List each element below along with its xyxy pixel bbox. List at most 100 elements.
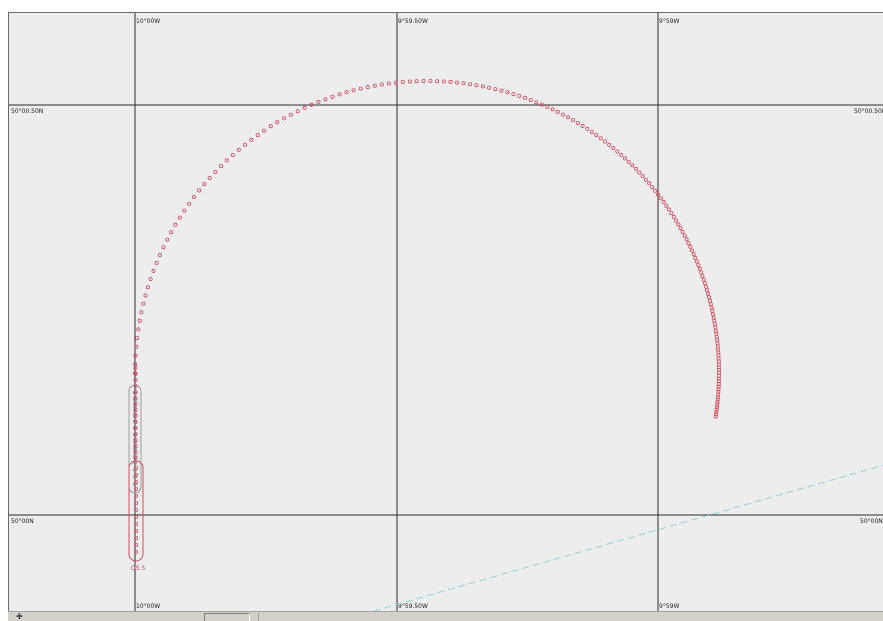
- own-ship-outline[interactable]: [128, 460, 144, 562]
- lat-label-left-50-00n: 50°00N: [11, 518, 34, 525]
- track-point: [455, 80, 460, 85]
- track-point: [197, 188, 202, 193]
- track-point: [690, 248, 695, 253]
- lon-label-bottom-9-59-50w: 9°59.50W: [398, 603, 428, 610]
- track-point: [316, 99, 321, 104]
- track-point: [400, 80, 405, 85]
- track-point: [716, 381, 721, 386]
- track-point: [135, 336, 140, 341]
- track-point: [678, 226, 683, 231]
- track-point: [177, 215, 182, 220]
- track-point: [133, 437, 138, 442]
- track-point: [550, 107, 555, 112]
- track-point: [696, 263, 701, 268]
- lon-label-bottom-9-59w: 9°59W: [659, 603, 679, 610]
- track-point: [421, 79, 426, 84]
- track-point: [505, 90, 510, 95]
- own-ship-wake-markers: [134, 465, 139, 555]
- wake-point: [134, 472, 139, 477]
- track-point: [713, 414, 718, 419]
- turning-track[interactable]: [133, 79, 722, 460]
- track-point: [671, 214, 676, 219]
- track-point: [230, 152, 235, 157]
- track-point: [141, 301, 146, 306]
- wake-point: [134, 514, 139, 519]
- track-point: [684, 237, 689, 242]
- track-point: [716, 389, 721, 394]
- ghost-wake-point: [133, 411, 138, 416]
- track-point: [623, 156, 628, 161]
- lon-label-bottom-10-00w: 10°00W: [136, 603, 160, 610]
- track-point: [165, 237, 170, 242]
- track-point: [701, 277, 706, 282]
- track-point: [133, 353, 138, 358]
- track-point: [705, 288, 710, 293]
- ghost-wake-point: [133, 453, 138, 458]
- track-point: [661, 199, 666, 204]
- lon-label-top-10-00w: 10°00W: [136, 18, 160, 25]
- track-point: [323, 97, 328, 102]
- track-point: [139, 310, 144, 315]
- track-point: [428, 79, 433, 84]
- track-point: [555, 109, 560, 114]
- track-point: [143, 293, 148, 298]
- track-point: [650, 185, 655, 190]
- track-point: [133, 383, 138, 388]
- track-point: [358, 86, 363, 91]
- track-point: [712, 322, 717, 327]
- track-point: [585, 126, 590, 131]
- chart-canvas[interactable]: 10°00W 9°59.50W 9°59W 10°00W 9°59.50W 9°…: [9, 13, 883, 611]
- track-point: [134, 344, 139, 349]
- ghost-ship-outline: [128, 384, 142, 494]
- track-point: [611, 146, 616, 151]
- track-point: [133, 377, 138, 382]
- track-point: [435, 79, 440, 84]
- track-point: [288, 112, 293, 117]
- track-point: [710, 308, 715, 313]
- track-point: [393, 80, 398, 85]
- track-point: [715, 405, 720, 410]
- track-point: [487, 85, 492, 90]
- status-field: [204, 613, 250, 621]
- track-point: [713, 325, 718, 330]
- track-point: [647, 181, 652, 186]
- track-point: [145, 285, 150, 290]
- track-point: [202, 182, 207, 187]
- wake-point: [134, 507, 139, 512]
- nautical-chart-area[interactable]: 10°00W 9°59.50W 9°59W 10°00W 9°59.50W 9°…: [8, 12, 883, 611]
- track-point: [295, 109, 300, 114]
- track-point: [715, 338, 720, 343]
- track-point: [716, 376, 721, 381]
- track-point: [337, 92, 342, 97]
- track-point: [712, 318, 717, 323]
- track-point: [666, 207, 671, 212]
- track-point: [656, 192, 661, 197]
- track-point: [711, 312, 716, 317]
- track-point: [187, 201, 192, 206]
- track-point: [218, 164, 223, 169]
- status-separator: [258, 613, 259, 621]
- ghost-wake-point: [133, 397, 138, 402]
- track-point: [468, 82, 473, 87]
- track-point: [699, 270, 704, 275]
- track-point: [133, 395, 138, 400]
- track-point: [480, 84, 485, 89]
- track-point: [441, 79, 446, 84]
- track-point: [707, 295, 712, 300]
- pointer-icon[interactable]: ✚: [16, 612, 23, 621]
- track-point: [365, 85, 370, 90]
- track-point: [511, 92, 516, 97]
- ship-label[interactable]: OS 5: [131, 565, 145, 572]
- wake-point: [134, 543, 139, 548]
- track-point: [676, 222, 681, 227]
- track-point: [242, 142, 247, 147]
- track-point: [571, 118, 576, 123]
- track-point: [302, 105, 307, 110]
- track-point: [716, 379, 721, 384]
- ghost-wake-point: [133, 439, 138, 444]
- track-point: [716, 384, 721, 389]
- wake-point: [134, 536, 139, 541]
- planned-route-line[interactable]: [373, 464, 883, 611]
- track-point: [714, 407, 719, 412]
